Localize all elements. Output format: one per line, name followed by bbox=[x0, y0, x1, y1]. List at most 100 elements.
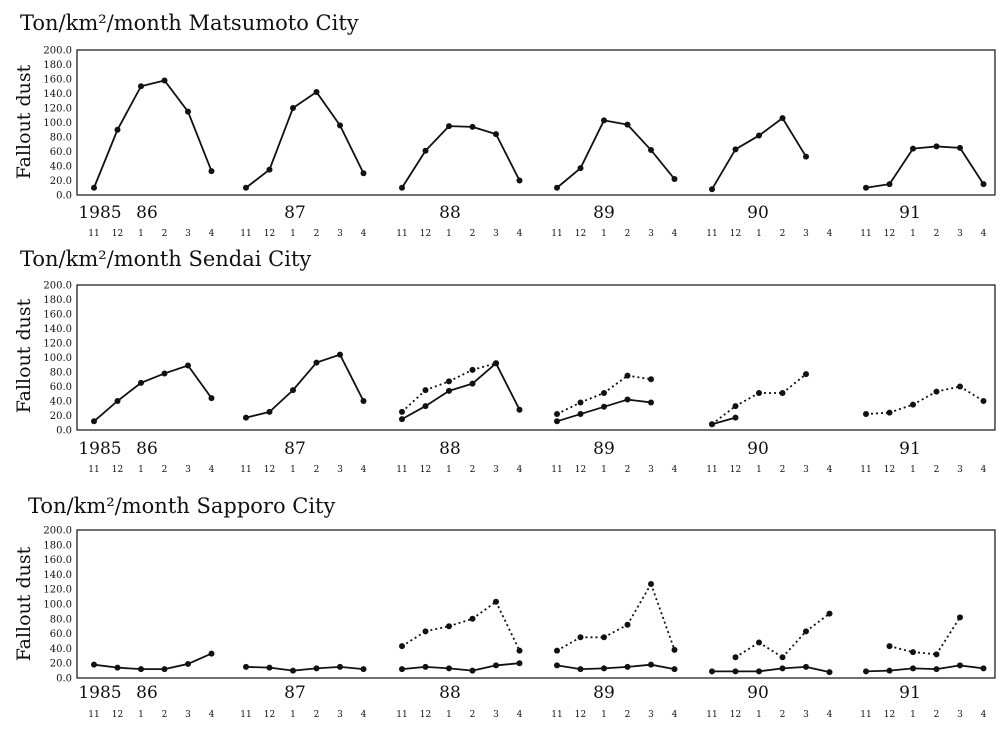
sendai-y-tick: 60.0 bbox=[50, 382, 72, 393]
sendai-month-label: 2 bbox=[625, 465, 631, 475]
sendai-solid-point bbox=[469, 380, 476, 387]
matsumoto-month-label: 11 bbox=[706, 229, 717, 239]
matsumoto-solid-point bbox=[399, 184, 405, 191]
matsumoto-y-tick: 80.0 bbox=[50, 133, 72, 144]
sapporo-month-label: 12 bbox=[420, 710, 431, 720]
matsumoto-month-label: 1 bbox=[446, 229, 452, 239]
sapporo-solid-point bbox=[138, 666, 144, 673]
matsumoto-solid-point bbox=[422, 147, 429, 154]
matsumoto-month-label: 12 bbox=[112, 229, 123, 239]
matsumoto-solid-segment bbox=[579, 119, 605, 169]
sendai-y-ticks: 200.0 180.0 160.0 140.0 120.0 100.0 80.0 60.0 40… bbox=[43, 281, 72, 437]
sapporo-solid-point bbox=[360, 666, 367, 673]
sapporo-y-tick: 160.0 bbox=[43, 555, 72, 566]
matsumoto-month-label: 2 bbox=[314, 229, 320, 239]
matsumoto-y-tick: 0.0 bbox=[56, 191, 72, 202]
sendai-solid-segment bbox=[556, 413, 581, 423]
matsumoto-month-label: 2 bbox=[470, 229, 476, 239]
sendai-solid-segment bbox=[116, 382, 142, 402]
matsumoto-solid-point bbox=[863, 184, 869, 191]
sendai-y-tick: 140.0 bbox=[43, 324, 72, 335]
matsumoto-solid-point bbox=[601, 117, 607, 124]
sapporo-year-label: 87 bbox=[284, 683, 306, 703]
sendai-dotted-segment bbox=[401, 389, 427, 413]
sapporo-y-tick: 140.0 bbox=[43, 570, 72, 581]
matsumoto-solid-point bbox=[756, 132, 762, 139]
matsumoto-solid-segment bbox=[888, 148, 914, 185]
sapporo-dotted-point bbox=[886, 643, 893, 650]
sapporo-solid-point bbox=[709, 668, 715, 675]
sapporo-dotted-segment bbox=[401, 630, 426, 647]
sapporo-dotted-segment bbox=[495, 601, 521, 652]
sapporo-solid-point bbox=[756, 668, 762, 675]
matsumoto-month-label: 11 bbox=[88, 229, 99, 239]
sapporo-y-tick: 80.0 bbox=[50, 614, 72, 625]
sendai-month-label: 12 bbox=[730, 465, 741, 475]
sendai-solid-point bbox=[337, 351, 343, 358]
sendai-month-label: 3 bbox=[493, 465, 499, 475]
sendai-dotted-segment bbox=[603, 374, 629, 394]
sendai-dotted-point bbox=[446, 378, 452, 385]
matsumoto-solid-segment bbox=[959, 147, 985, 185]
sendai-month-label: 11 bbox=[396, 465, 407, 475]
sendai-month-label: 12 bbox=[884, 465, 895, 475]
sendai-dotted-point bbox=[648, 376, 654, 383]
sendai-year-label: 88 bbox=[439, 439, 461, 459]
sapporo-solid-segment bbox=[425, 666, 450, 670]
sendai-solid-segment bbox=[292, 361, 318, 391]
sendai-dotted-point bbox=[803, 371, 809, 378]
sapporo-solid-segment bbox=[292, 667, 317, 672]
sendai-dotted-point bbox=[469, 366, 476, 373]
matsumoto-year-label: 87 bbox=[284, 203, 306, 223]
sendai-dotted-point bbox=[422, 387, 429, 394]
matsumoto-solid-point bbox=[554, 184, 560, 191]
sendai-dotted-point bbox=[732, 403, 739, 410]
sendai-title: Ton/km²/month Sendai City bbox=[20, 247, 311, 271]
matsumoto-solid-point bbox=[493, 131, 499, 138]
sapporo-month-label: 4 bbox=[209, 710, 215, 720]
sapporo-month-label: 12 bbox=[264, 710, 275, 720]
sendai-solid-point bbox=[290, 387, 296, 394]
sapporo-month-label: 2 bbox=[470, 710, 476, 720]
sendai-solid-segment bbox=[627, 398, 652, 404]
sapporo-solid-point bbox=[185, 660, 191, 667]
sapporo-dotted-point bbox=[826, 610, 833, 617]
sapporo-solid-point bbox=[933, 666, 940, 673]
matsumoto-month-label: 3 bbox=[185, 229, 191, 239]
sapporo-dotted-segment bbox=[758, 641, 783, 659]
sendai-y-tick: 120.0 bbox=[43, 339, 72, 350]
sendai-month-label: 12 bbox=[575, 465, 586, 475]
matsumoto-solid-point bbox=[516, 177, 523, 184]
matsumoto-solid-point bbox=[469, 123, 476, 130]
matsumoto-solid-point bbox=[208, 168, 215, 175]
sendai-year-label: 87 bbox=[284, 439, 306, 459]
matsumoto-month-label: 11 bbox=[860, 229, 871, 239]
sendai-year-label: 91 bbox=[899, 439, 921, 459]
sapporo-solid-segment bbox=[556, 664, 581, 671]
sapporo-dotted-segment bbox=[889, 645, 914, 653]
sapporo-series bbox=[91, 581, 987, 676]
sapporo-dotted-segment bbox=[650, 583, 676, 651]
matsumoto-solid-segment bbox=[865, 183, 890, 189]
sapporo-solid-point bbox=[957, 662, 963, 669]
sendai-month-label: 3 bbox=[957, 465, 963, 475]
sapporo-solid-point bbox=[469, 667, 476, 674]
matsumoto-solid-segment bbox=[140, 79, 165, 88]
sapporo-month-label: 2 bbox=[162, 710, 168, 720]
sapporo-dotted-point bbox=[601, 634, 607, 641]
sendai-month-label: 2 bbox=[162, 465, 168, 475]
sendai-solid-point bbox=[161, 370, 168, 377]
sapporo-solid-segment bbox=[269, 666, 294, 672]
sapporo-solid-point bbox=[671, 666, 678, 673]
matsumoto-month-label: 11 bbox=[396, 229, 407, 239]
sapporo-y-tick: 120.0 bbox=[43, 585, 72, 596]
sapporo-month-label: 1 bbox=[601, 710, 607, 720]
sapporo-month-label: 2 bbox=[314, 710, 320, 720]
sapporo-dotted-segment bbox=[912, 651, 937, 656]
matsumoto-solid-point bbox=[779, 115, 786, 122]
sapporo-dotted-point bbox=[624, 621, 631, 628]
sapporo-solid-segment bbox=[448, 667, 473, 672]
sendai-month-label: 3 bbox=[337, 465, 343, 475]
sapporo-solid-point bbox=[208, 650, 215, 657]
sapporo-solid-segment bbox=[93, 663, 118, 669]
